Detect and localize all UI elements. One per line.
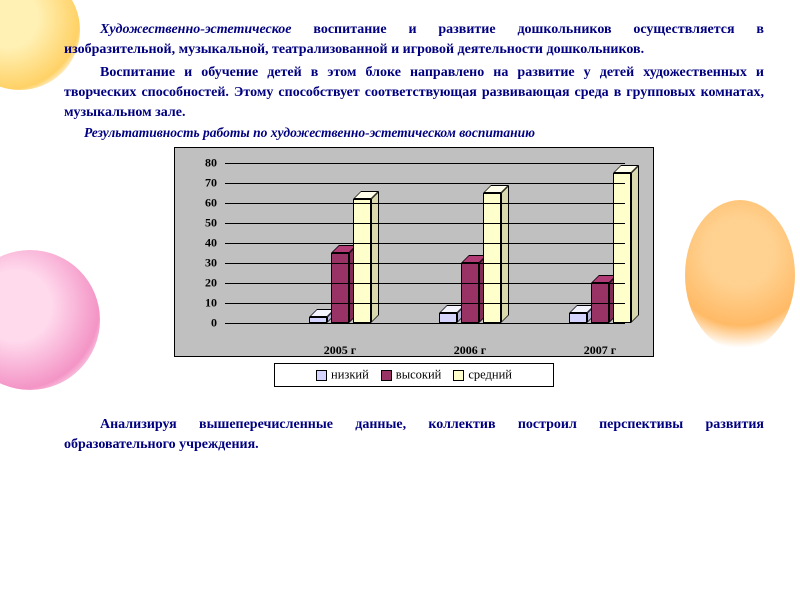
chart-x-tick: 2005 г xyxy=(290,343,390,358)
legend-item: низкий xyxy=(316,367,369,383)
legend-swatch xyxy=(453,370,464,381)
footer-paragraph: Анализируя вышеперечисленные данные, кол… xyxy=(64,415,764,454)
chart-gridline xyxy=(225,243,625,244)
chart-gridline xyxy=(225,303,625,304)
chart-x-tick: 2007 г xyxy=(550,343,650,358)
chart-y-tick: 40 xyxy=(177,236,217,251)
chart-gridline xyxy=(225,183,625,184)
chart-y-tick: 0 xyxy=(177,316,217,331)
chart-y-tick: 20 xyxy=(177,276,217,291)
legend-label: высокий xyxy=(396,368,442,382)
legend-swatch xyxy=(381,370,392,381)
chart-panel: 0 10 20 30 40 50 60 70 80 2005 г 2006 г 2007 г xyxy=(174,147,654,357)
chart-gridline xyxy=(225,263,625,264)
page-content: Художественно-эстетическое воспитание и … xyxy=(0,0,800,464)
chart-y-tick: 50 xyxy=(177,216,217,231)
legend-item: высокий xyxy=(381,367,442,383)
footer-body: Анализируя вышеперечисленные данные, кол… xyxy=(64,417,764,452)
legend-label: средний xyxy=(468,368,512,382)
legend-label: низкий xyxy=(331,368,369,382)
chart-y-tick: 70 xyxy=(177,176,217,191)
paragraph-1-lead: Художественно-эстетическое xyxy=(100,22,292,37)
legend-swatch xyxy=(316,370,327,381)
chart-bar xyxy=(353,199,379,323)
chart-subtitle: Результативность работы по художественно… xyxy=(84,125,764,141)
chart-gridline xyxy=(225,323,625,324)
chart-gridline xyxy=(225,283,625,284)
chart-container: 0 10 20 30 40 50 60 70 80 2005 г 2006 г 2007 г низк… xyxy=(174,147,654,387)
paragraph-2: Воспитание и обучение детей в этом блоке… xyxy=(64,63,764,124)
chart-y-tick: 60 xyxy=(177,196,217,211)
chart-gridline xyxy=(225,163,625,164)
paragraph-2-body: Воспитание и обучение детей в этом блоке… xyxy=(64,65,764,121)
paragraph-1: Художественно-эстетическое воспитание и … xyxy=(64,20,764,61)
chart-bar xyxy=(613,173,639,323)
chart-y-tick: 30 xyxy=(177,256,217,271)
chart-gridline xyxy=(225,223,625,224)
chart-legend: низкий высокий средний xyxy=(274,363,554,387)
chart-x-tick: 2006 г xyxy=(420,343,520,358)
chart-gridline xyxy=(225,203,625,204)
chart-y-tick: 80 xyxy=(177,156,217,171)
chart-y-tick: 10 xyxy=(177,296,217,311)
legend-item: средний xyxy=(453,367,512,383)
